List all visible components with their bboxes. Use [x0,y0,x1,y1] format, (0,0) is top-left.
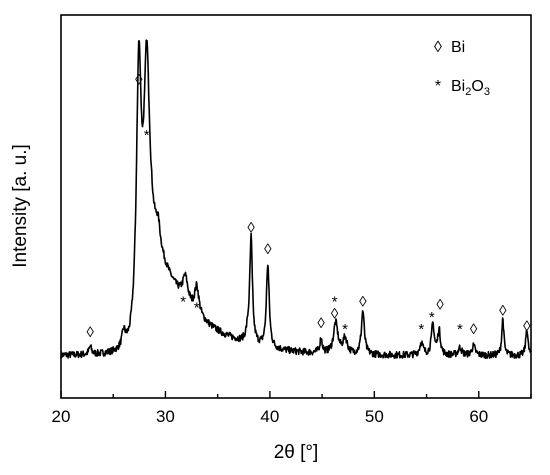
bi2o3-peak-marker: * [144,127,150,144]
axis-ticks [60,391,532,398]
xrd-pattern-line [60,39,532,360]
x-tick-label: 20 [52,407,71,426]
x-tick-label: 40 [260,407,279,426]
x-tick-labels: 20 30 40 50 60 [52,407,489,426]
bi-peak-marker: ◊ [436,296,444,313]
bi2o3-peak-marker: * [457,321,463,338]
bi2o3-peak-marker: * [429,309,435,326]
x-tick-label: 30 [156,407,175,426]
bi-peak-marker: ◊ [87,324,95,341]
legend: ◊ Bi * Bi2O3 [434,39,490,98]
bi-peak-marker: ◊ [264,241,272,258]
bi2o3-peak-marker: * [180,293,186,310]
bi-peak-marker: ◊ [523,318,531,335]
peak-annotations: ◊◊** *◊◊◊*◊*◊**◊* ◊◊◊ [87,72,532,342]
x-tick-label: 50 [365,407,384,426]
bi-peak-marker: ◊ [359,293,367,310]
bi-peak-marker: ◊ [499,303,507,320]
legend-symbol-bi2o3: * [435,78,441,95]
x-tick-label: 60 [469,407,488,426]
bi-peak-marker: ◊ [317,315,325,332]
legend-label-bi: Bi [451,39,465,56]
x-axis-title: 2θ [°] [274,442,319,463]
bi2o3-peak-marker: * [332,293,338,310]
bi-peak-marker: ◊ [331,306,339,323]
legend-label-bi2o3: Bi2O3 [451,78,490,98]
bi2o3-peak-marker: * [194,300,200,317]
bi-peak-marker: ◊ [135,72,143,89]
bi-peak-marker: ◊ [247,219,255,236]
plot-frame [60,14,532,399]
y-axis-title: Intensity [a. u.] [10,144,31,268]
bi-peak-marker: ◊ [470,321,478,338]
bi2o3-peak-marker: * [418,321,424,338]
legend-symbol-bi: ◊ [434,39,442,56]
bi2o3-peak-marker: * [342,321,348,338]
